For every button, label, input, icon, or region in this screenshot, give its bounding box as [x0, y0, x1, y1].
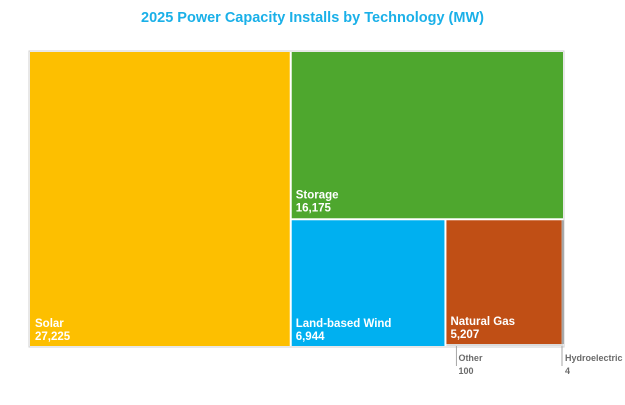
label-natural-gas: Natural Gas — [450, 316, 515, 328]
value-natural-gas: 5,207 — [450, 329, 479, 341]
treemap-border — [28, 50, 565, 348]
label-other: Other — [458, 353, 483, 363]
value-other: 100 — [458, 366, 473, 376]
value-hydroelectric: 4 — [565, 366, 570, 376]
value-solar: 27,225 — [35, 331, 71, 343]
tile-solar[interactable] — [30, 52, 290, 346]
tile-natural-gas[interactable] — [446, 220, 562, 344]
label-hydroelectric: Hydroelectric — [565, 353, 623, 363]
value-storage: 16,175 — [296, 202, 332, 214]
label-solar: Solar — [35, 318, 64, 330]
value-land-based-wind: 6,944 — [296, 331, 325, 343]
tile-hydroelectric[interactable] — [562, 220, 563, 344]
chart-title: 2025 Power Capacity Installs by Technolo… — [141, 10, 484, 26]
tile-storage[interactable] — [291, 52, 563, 219]
tile-land-based-wind[interactable] — [291, 220, 445, 346]
label-land-based-wind: Land-based Wind — [296, 318, 392, 330]
label-storage: Storage — [296, 189, 339, 201]
